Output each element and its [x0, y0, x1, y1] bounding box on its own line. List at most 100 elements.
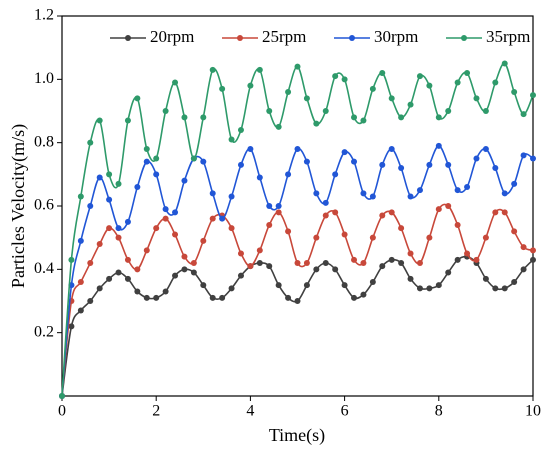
point: [153, 171, 160, 178]
point: [501, 285, 508, 292]
y-tick-label: 1.2: [34, 7, 54, 24]
point: [237, 272, 244, 279]
point: [209, 66, 216, 73]
legend-label: 20rpm: [150, 27, 194, 46]
point: [134, 288, 141, 295]
point: [190, 269, 197, 276]
point: [209, 215, 216, 222]
point: [172, 79, 179, 86]
point: [143, 294, 150, 301]
point: [209, 190, 216, 197]
y-tick-label: 0.6: [34, 197, 54, 214]
point: [275, 203, 282, 209]
point: [256, 260, 263, 266]
point: [379, 70, 386, 76]
point: [341, 149, 348, 156]
point: [511, 279, 518, 285]
point: [398, 260, 405, 266]
point: [473, 95, 480, 102]
point: [190, 260, 197, 266]
point: [124, 117, 131, 124]
x-tick-label: 4: [246, 403, 254, 420]
point: [407, 193, 414, 200]
point: [530, 256, 536, 263]
point: [473, 256, 480, 263]
point: [511, 180, 518, 187]
point: [435, 282, 442, 289]
point: [87, 260, 94, 266]
point: [416, 73, 423, 80]
point: [266, 108, 273, 114]
point: [426, 234, 433, 241]
point: [162, 206, 169, 213]
series-line: [61, 62, 534, 397]
point: [426, 161, 433, 168]
point: [351, 294, 358, 301]
point: [219, 215, 226, 222]
y-tick-label: 0.8: [34, 133, 54, 150]
point: [492, 165, 499, 171]
point: [200, 114, 207, 121]
point: [266, 222, 273, 228]
point: [501, 190, 508, 197]
point: [322, 260, 329, 266]
point: [96, 285, 103, 292]
x-tick-label: 6: [341, 403, 349, 420]
point: [115, 180, 122, 187]
point: [172, 272, 179, 279]
point: [322, 212, 329, 219]
point: [294, 146, 301, 152]
point: [209, 294, 216, 301]
point: [379, 212, 386, 219]
point: [407, 101, 414, 108]
point: [106, 275, 113, 282]
point: [464, 70, 471, 76]
point: [492, 209, 499, 216]
point: [96, 117, 103, 124]
point: [172, 209, 179, 216]
point: [501, 209, 508, 216]
point: [511, 89, 518, 95]
point: [379, 161, 386, 168]
x-tick-label: 0: [58, 403, 66, 420]
point: [445, 203, 452, 209]
point: [87, 298, 94, 304]
point: [416, 187, 423, 194]
point: [445, 108, 452, 114]
point: [106, 196, 113, 203]
point: [134, 184, 141, 190]
x-axis-label: Time(s): [269, 425, 325, 446]
x-tick-label: 10: [525, 403, 541, 420]
point: [59, 393, 65, 399]
point: [115, 269, 122, 276]
point: [256, 174, 263, 181]
point: [454, 79, 461, 86]
point: [313, 120, 320, 127]
point: [369, 279, 376, 285]
point: [172, 231, 179, 238]
point: [445, 161, 452, 168]
point: [341, 231, 348, 238]
point: [530, 92, 536, 99]
point: [482, 234, 489, 241]
point: [482, 146, 489, 152]
point: [247, 82, 254, 89]
point: [68, 323, 75, 330]
point: [134, 266, 141, 273]
legend-label: 30rpm: [374, 27, 418, 46]
point: [341, 282, 348, 289]
point: [143, 247, 150, 254]
point: [68, 256, 75, 263]
point: [294, 260, 301, 266]
point: [77, 237, 84, 244]
legend-marker: [349, 35, 355, 41]
point: [313, 234, 320, 241]
point: [313, 266, 320, 273]
point: [294, 63, 301, 70]
point: [482, 108, 489, 114]
point: [530, 155, 536, 162]
point: [124, 256, 131, 263]
point: [464, 250, 471, 257]
point: [454, 256, 461, 263]
point: [275, 282, 282, 289]
